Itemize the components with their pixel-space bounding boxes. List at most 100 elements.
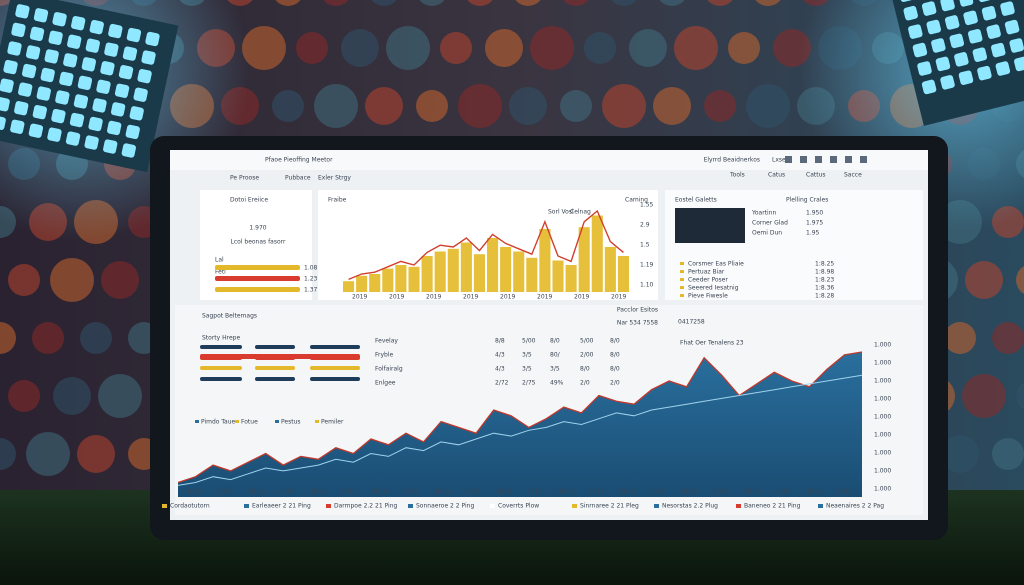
light-bulb <box>912 42 928 58</box>
light-bulb <box>1004 19 1020 35</box>
legend-swatch <box>408 504 413 508</box>
card-bar-label: 1.08 <box>304 265 318 272</box>
area-fill <box>178 352 862 497</box>
x-label: 2013 <box>279 489 294 496</box>
bar <box>513 251 525 292</box>
wall-dot <box>1016 266 1024 294</box>
trend-line <box>348 209 624 281</box>
table-cell: 5/00 <box>522 338 536 345</box>
bar <box>460 242 472 292</box>
secondary-line <box>177 374 863 486</box>
table-cell: 3/5 <box>550 366 560 373</box>
panel-row: 1:8.25 <box>815 261 834 268</box>
light-bulb <box>71 16 86 31</box>
light-bulb <box>10 119 25 134</box>
light-bulb <box>21 63 37 79</box>
light-bulb <box>110 102 126 117</box>
x-label: 2013 <box>341 489 356 496</box>
light-bulb <box>28 123 44 138</box>
legend-swatch <box>326 504 331 508</box>
x-label: 2013 <box>372 489 387 496</box>
x-label: 2013 <box>713 489 728 496</box>
nav-item: Cattus <box>806 172 826 179</box>
chart-caption: Fhat Oer Tenalens 23 <box>680 340 744 347</box>
bar <box>421 256 433 292</box>
nav-item: Tools <box>729 172 745 179</box>
footer-legend: Earleaeer 2 21 Ping <box>252 503 311 510</box>
nav-item: Sacce <box>844 172 862 179</box>
wall-dot <box>530 26 574 70</box>
light-bulb <box>122 46 138 61</box>
light-bulb <box>121 143 136 158</box>
bar <box>447 248 459 292</box>
wall-dot <box>584 32 616 64</box>
toolbar-icon <box>815 156 822 163</box>
wall-dot <box>944 322 976 354</box>
wall-dot <box>32 322 64 354</box>
x-label: 2013 <box>403 489 418 496</box>
card-bar <box>215 276 300 281</box>
light-bulb <box>73 94 89 109</box>
light-bulb <box>0 97 10 112</box>
table-cell: 3/5 <box>522 352 532 359</box>
panel-row: 1:8.98 <box>815 269 834 276</box>
wall-dot <box>563 0 589 6</box>
y-label: 1.000 <box>874 342 891 349</box>
light-bulb <box>108 23 123 39</box>
light-bulb <box>33 8 49 23</box>
light-bulb <box>1014 56 1024 72</box>
wall-dot <box>941 435 979 473</box>
wall-dot <box>746 84 790 128</box>
light-bulb <box>65 131 81 146</box>
axis-label: 1.5 <box>640 242 650 249</box>
table-cell: 4/3 <box>495 366 505 373</box>
stat-bar <box>200 354 360 359</box>
nav-item: Catus <box>768 172 785 179</box>
y-label: 1.000 <box>874 468 891 475</box>
wall-dot <box>458 84 502 128</box>
bar <box>526 257 538 292</box>
stat-bar <box>310 377 360 381</box>
legend-item: Pestus <box>281 419 301 426</box>
bar <box>604 247 616 292</box>
wall-dot <box>653 87 691 125</box>
light-bulb <box>981 5 997 21</box>
bar <box>578 227 590 292</box>
legend-swatch <box>490 504 495 508</box>
wall-dot <box>629 29 667 67</box>
light-bulb <box>129 106 144 121</box>
bar <box>539 229 551 292</box>
x-label: 2019 <box>463 294 478 301</box>
row-dot <box>680 286 684 289</box>
table-cell: 2/0 <box>610 380 620 387</box>
wall-dot <box>242 26 286 70</box>
table-cell: 8/0 <box>580 366 590 373</box>
stat-bar <box>255 345 295 349</box>
table-cell: Fevelay <box>375 338 398 345</box>
light-bulb <box>14 101 29 116</box>
stat-bar <box>255 366 295 370</box>
x-label: 2013 <box>217 489 232 496</box>
wall-dot <box>992 322 1024 354</box>
bar <box>343 281 355 292</box>
panel-value: 1.95 <box>806 230 820 237</box>
wall-dot <box>8 380 40 412</box>
light-bulb <box>986 24 1001 39</box>
badge-value: Nar 534 7558 <box>617 320 658 327</box>
wall-dot <box>755 0 781 6</box>
light-bulb <box>55 90 70 105</box>
light-bulb <box>96 79 111 94</box>
bar <box>369 274 381 292</box>
light-bulb <box>954 52 969 67</box>
light-bulb <box>0 78 14 93</box>
card-bar <box>215 287 300 292</box>
bar <box>487 238 499 292</box>
light-bulb <box>15 4 30 19</box>
bar <box>408 266 420 292</box>
wall-dot <box>98 374 142 418</box>
bar <box>434 251 446 292</box>
light-bulb <box>958 0 974 7</box>
light-bulb <box>3 59 18 75</box>
